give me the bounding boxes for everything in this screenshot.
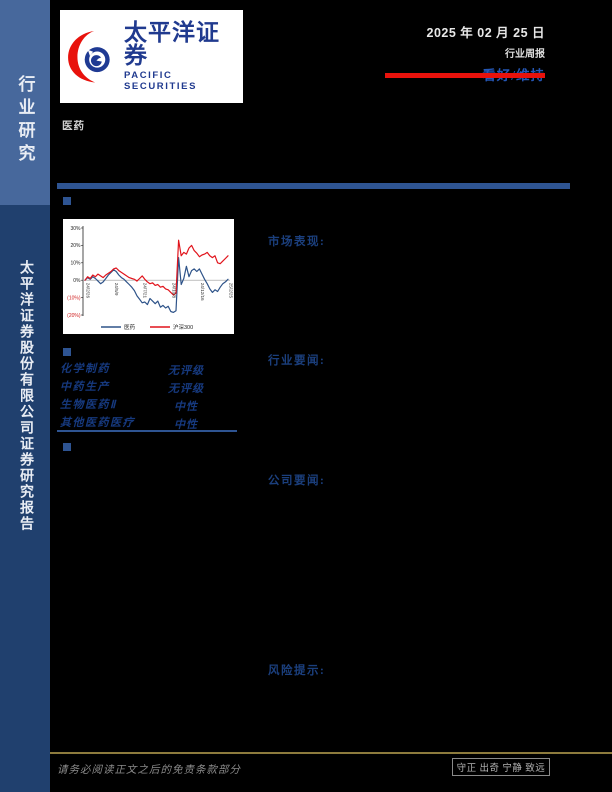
brand-name-en: PACIFIC SECURITIES <box>124 70 198 92</box>
svg-text:(20%): (20%) <box>67 313 81 319</box>
svg-text:20%: 20% <box>70 243 81 249</box>
svg-text:30%: 30% <box>70 226 81 232</box>
subindustry-rating: 中性 <box>174 401 198 413</box>
table-row: 生物医药Ⅱ 中性 <box>60 398 237 414</box>
section-bullet-icon <box>63 348 71 356</box>
sidebar-bottom-label: 太平洋证券股份有限公司证券研究报告 <box>18 260 33 532</box>
industry-label: 医药 <box>62 120 85 132</box>
section-heading-risk: 风险提示: <box>268 665 326 677</box>
section-heading-industry-news: 行业要闻: <box>268 355 326 367</box>
brand-logo-card: 太平洋证券 PACIFIC SECURITIES <box>60 10 243 103</box>
svg-text:24/7/21: 24/7/21 <box>143 283 148 299</box>
brand-text: 太平洋证券 PACIFIC SECURITIES <box>124 19 237 93</box>
subindustry-rating: 中性 <box>174 419 198 431</box>
ratings-table: 化学制药 无评级 中药生产 无评级 生物医药Ⅱ 中性 其他医药医疗 中性 <box>60 362 237 434</box>
section-heading-company-news: 公司要闻: <box>268 475 326 487</box>
subindustry-name: 生物医药Ⅱ <box>60 399 117 411</box>
svg-text:24/12/16: 24/12/16 <box>200 283 205 301</box>
subindustry-rating: 无评级 <box>168 365 204 377</box>
performance-chart: 30% 20% 10% 0% (10%) (20%) 24/2/26 24/5/9 24/7/2… <box>67 226 234 331</box>
footer-disclaimer: 请务必阅读正文之后的免责条款部分 <box>57 765 241 776</box>
svg-text:(10%): (10%) <box>67 295 81 301</box>
table-underline <box>57 430 237 432</box>
report-date: 2025 年 02 月 25 日 <box>426 26 545 40</box>
footer-motto: 守正 出奇 宁静 致远 <box>452 758 550 776</box>
subindustry-rating: 无评级 <box>168 383 204 395</box>
svg-text:10%: 10% <box>70 261 81 267</box>
brand-name-cn: 太平洋证券 <box>124 19 220 68</box>
table-row: 其他医药医疗 中性 <box>60 416 237 432</box>
svg-text:0%: 0% <box>73 278 81 284</box>
subindustry-name: 其他医药医疗 <box>60 417 135 429</box>
section-heading-market: 市场表现: <box>268 236 326 248</box>
rating-underline <box>385 73 545 78</box>
pacific-securities-logo-icon <box>68 30 110 82</box>
report-type: 行业周报 <box>505 49 545 60</box>
title-divider-bar <box>57 183 570 189</box>
sidebar-industry-research: 行业研究 <box>0 0 50 205</box>
svg-text:医药: 医药 <box>124 323 136 331</box>
svg-text:24/5/9: 24/5/9 <box>114 283 119 296</box>
section-bullet-icon <box>63 197 71 205</box>
subindustry-name: 化学制药 <box>60 363 110 375</box>
svg-text:24/2/26: 24/2/26 <box>86 283 91 299</box>
svg-text:24/10/8: 24/10/8 <box>171 283 176 299</box>
table-row: 中药生产 无评级 <box>60 380 237 396</box>
svg-text:25/2/25: 25/2/25 <box>229 283 234 299</box>
performance-chart-card: 30% 20% 10% 0% (10%) (20%) 24/2/26 24/5/9 24/7/2… <box>63 219 234 334</box>
report-meta: 2025 年 02 月 25 日 行业周报 看好/维持 <box>427 22 545 84</box>
section-bullet-icon <box>63 443 71 451</box>
sidebar-top-label: 行业研究 <box>15 75 35 167</box>
sidebar-company-report: 太平洋证券股份有限公司证券研究报告 <box>0 205 50 792</box>
table-row: 化学制药 无评级 <box>60 362 237 378</box>
subindustry-name: 中药生产 <box>60 381 110 393</box>
svg-text:沪深300: 沪深300 <box>173 323 193 331</box>
footer-divider-line <box>50 752 612 754</box>
